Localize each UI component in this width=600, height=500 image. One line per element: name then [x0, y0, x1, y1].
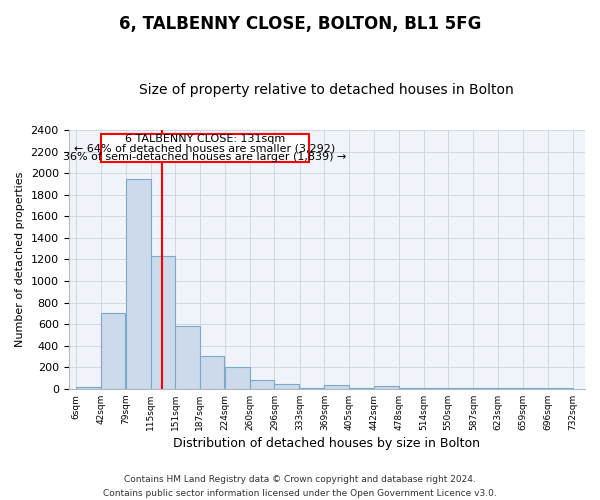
X-axis label: Distribution of detached houses by size in Bolton: Distribution of detached houses by size … — [173, 437, 480, 450]
Y-axis label: Number of detached properties: Number of detached properties — [15, 172, 25, 347]
Bar — [225, 368, 250, 389]
Bar — [448, 388, 473, 389]
Bar — [274, 384, 299, 389]
Bar — [548, 388, 572, 389]
Bar — [250, 380, 274, 389]
Bar — [399, 388, 424, 389]
Bar — [473, 388, 498, 389]
Bar — [325, 385, 349, 389]
Text: Contains HM Land Registry data © Crown copyright and database right 2024.
Contai: Contains HM Land Registry data © Crown c… — [103, 476, 497, 498]
Text: 36% of semi-detached houses are larger (1,839) →: 36% of semi-detached houses are larger (… — [64, 152, 347, 162]
Bar — [498, 388, 523, 389]
Bar — [523, 388, 547, 389]
Bar — [101, 314, 125, 389]
Text: 6, TALBENNY CLOSE, BOLTON, BL1 5FG: 6, TALBENNY CLOSE, BOLTON, BL1 5FG — [119, 15, 481, 33]
Bar — [76, 386, 101, 389]
Bar — [175, 326, 200, 389]
Bar — [300, 388, 325, 389]
Bar — [151, 256, 175, 389]
Bar — [200, 356, 224, 389]
Bar — [424, 388, 448, 389]
Bar — [349, 388, 374, 389]
Text: 6 TALBENNY CLOSE: 131sqm: 6 TALBENNY CLOSE: 131sqm — [125, 134, 285, 144]
Bar — [126, 178, 151, 389]
FancyBboxPatch shape — [101, 134, 310, 162]
Title: Size of property relative to detached houses in Bolton: Size of property relative to detached ho… — [139, 83, 514, 97]
Text: ← 64% of detached houses are smaller (3,292): ← 64% of detached houses are smaller (3,… — [74, 143, 335, 153]
Bar — [374, 386, 399, 389]
